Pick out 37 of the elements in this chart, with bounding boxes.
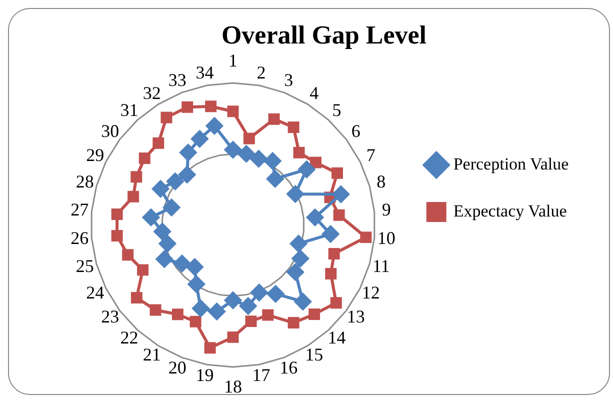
spoke-label: 2 xyxy=(256,62,266,82)
spoke-label: 1 xyxy=(228,50,238,71)
spoke-label: 7 xyxy=(366,145,376,166)
spoke-label: 32 xyxy=(142,82,161,103)
spoke-label: 25 xyxy=(76,256,94,276)
spoke-label: 4 xyxy=(310,82,319,103)
spoke-label: 16 xyxy=(280,357,298,378)
legend-label: Expectacy Value xyxy=(453,201,567,220)
spoke-label: 15 xyxy=(305,344,324,365)
spoke-label: 18 xyxy=(224,376,242,397)
spoke-label: 19 xyxy=(196,365,214,386)
spoke-label: 12 xyxy=(362,282,380,302)
spoke-label: 17 xyxy=(252,365,270,386)
spoke-label: 30 xyxy=(101,120,120,141)
spoke-label: 24 xyxy=(86,282,104,302)
spoke-label: 9 xyxy=(382,200,391,220)
spoke-label: 11 xyxy=(372,256,390,276)
spoke-label: 6 xyxy=(351,120,360,141)
spoke-label: 26 xyxy=(70,228,89,248)
chart-title: Overall Gap Level xyxy=(221,20,427,50)
spoke-label: 21 xyxy=(142,344,161,365)
legend-label: Perception Value xyxy=(453,154,569,174)
spoke-label: 10 xyxy=(377,228,396,248)
spoke-label: 20 xyxy=(168,357,186,378)
spoke-label: 8 xyxy=(376,172,386,192)
spoke-label: 14 xyxy=(328,328,346,348)
spoke-label: 27 xyxy=(70,200,89,220)
spoke-label: 3 xyxy=(284,70,294,90)
spoke-label: 31 xyxy=(120,100,138,120)
spoke-label: 5 xyxy=(332,100,342,120)
spoke-label: 34 xyxy=(196,62,214,82)
spoke-label: 23 xyxy=(101,306,120,327)
spoke-label: 28 xyxy=(76,172,94,192)
spoke-label: 22 xyxy=(120,328,138,348)
spoke-label: 33 xyxy=(168,70,186,90)
spoke-label: 13 xyxy=(346,306,365,327)
spoke-label: 29 xyxy=(86,145,104,166)
